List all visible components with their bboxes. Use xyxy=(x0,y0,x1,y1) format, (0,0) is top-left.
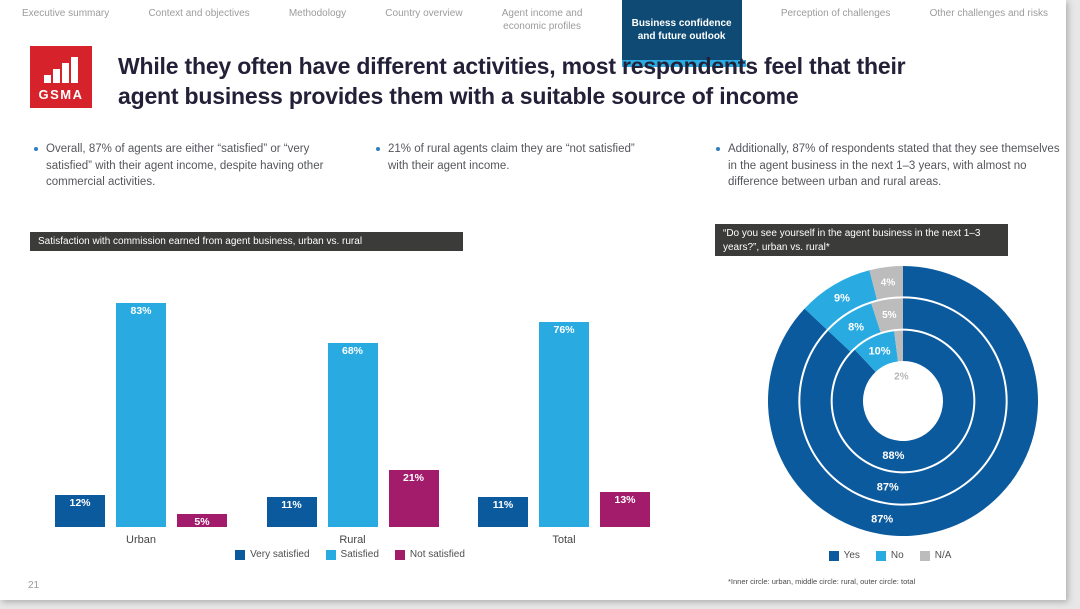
category-label: Total xyxy=(552,534,576,546)
bar-value-label: 76% xyxy=(553,323,575,336)
legend-item-yes: Yes xyxy=(828,550,860,561)
bullet-text: Additionally, 87% of respondents stated … xyxy=(728,143,1060,189)
donut-footnote: *Inner circle: urban, middle circle: rur… xyxy=(728,577,916,586)
donut-value-label: 2% xyxy=(894,372,909,383)
donut-segment-yes-ring-0 xyxy=(832,330,974,472)
donut-segment-no-ring-0 xyxy=(854,331,898,372)
bar-value-label: 11% xyxy=(281,499,302,512)
donut-value-label: 5% xyxy=(882,310,897,321)
donut-value-label: 10% xyxy=(868,346,890,358)
donut-value-label: 87% xyxy=(877,482,899,494)
legend-item-not-satisfied: Not satisfied xyxy=(394,549,465,560)
nav-tab-agent-income[interactable]: Agent income and economic profiles xyxy=(501,8,583,32)
bar-value-label: 13% xyxy=(614,493,636,506)
satisfaction-bar-chart: 12% 83% 5% Urban 11% 68% 21% Rural 11% 76% 13% Tota… xyxy=(35,278,670,546)
donut-chart-legend: Yes No N/A xyxy=(720,550,1060,561)
bar-chart-legend: Very satisfied Satisfied Not satisfied xyxy=(30,549,670,560)
legend-swatch xyxy=(828,550,839,561)
legend-label: Very satisfied xyxy=(250,549,310,560)
bullet-dot xyxy=(376,147,380,151)
page-number: 21 xyxy=(28,580,40,591)
bar-chart-icon xyxy=(44,57,78,83)
bar-chart-title-bar: Satisfaction with commission earned from… xyxy=(30,232,463,251)
bar-very-satisfied: 12% xyxy=(55,494,105,527)
legend-swatch xyxy=(394,549,405,560)
legend-swatch xyxy=(875,550,886,561)
donut-segment-yes-ring-1 xyxy=(800,298,1006,504)
legend-label: N/A xyxy=(934,550,952,561)
donut-segment-no-ring-2 xyxy=(804,270,877,330)
bar-satisfied: 68% xyxy=(327,343,378,527)
bar-value-label: 11% xyxy=(492,499,514,512)
nav-tab-perception-challenges[interactable]: Perception of challenges xyxy=(780,8,891,19)
donut-segment-no-ring-1 xyxy=(828,303,881,352)
page-title: While they often have different activiti… xyxy=(118,53,906,109)
legend-label: Satisfied xyxy=(340,549,379,560)
legend-item-n-a: N/A xyxy=(919,550,952,561)
bar-group-total: 11% 76% 13% Total xyxy=(478,321,650,546)
category-label: Rural xyxy=(339,534,366,546)
top-nav: Executive summary Context and objectives… xyxy=(0,0,1066,67)
bar-not-satisfied: 21% xyxy=(388,470,439,527)
donut-value-label: 87% xyxy=(871,514,893,526)
future-outlook-donut-chart: 88% 10% 2% 87% 8% 5% 87% 9% 4% xyxy=(768,266,1039,536)
bar-group-urban: 12% 83% 5% Urban xyxy=(55,302,227,546)
legend-item-no: No xyxy=(875,550,904,561)
bar-very-satisfied: 11% xyxy=(266,497,317,527)
donut-value-label: 9% xyxy=(834,292,850,304)
donut-segment-na-ring-0 xyxy=(894,330,903,362)
bar-not-satisfied: 13% xyxy=(600,491,650,527)
category-label: Urban xyxy=(126,534,156,546)
legend-label: Yes xyxy=(843,550,860,561)
bullet-point-rural-dissatisfaction: 21% of rural agents claim they are “not … xyxy=(376,141,654,174)
donut-value-label: 8% xyxy=(848,322,864,334)
donut-segment-na-ring-1 xyxy=(871,298,903,333)
donut-chart-title-bar: “Do you see yourself in the agent busine… xyxy=(715,224,1008,256)
bullet-point-future-outlook: Additionally, 87% of respondents stated … xyxy=(716,141,1064,191)
legend-swatch xyxy=(235,549,246,560)
nav-tab-other-challenges[interactable]: Other challenges and risks xyxy=(929,8,1048,19)
donut-value-label: 4% xyxy=(881,278,896,289)
logo-text: GSMA xyxy=(38,87,84,102)
nav-tab-label: Business confidence and future outlook xyxy=(631,18,732,42)
nav-tab-context-objectives[interactable]: Context and objectives xyxy=(148,8,250,19)
bar-value-label: 83% xyxy=(130,304,152,317)
bullet-text: 21% of rural agents claim they are “not … xyxy=(388,143,635,172)
nav-tab-executive-summary[interactable]: Executive summary xyxy=(22,8,110,19)
bullet-point-satisfaction: Overall, 87% of agents are either “satis… xyxy=(34,141,356,191)
bullet-text: Overall, 87% of agents are either “satis… xyxy=(46,143,324,189)
legend-item-satisfied: Satisfied xyxy=(325,549,379,560)
bar-value-label: 5% xyxy=(194,515,210,528)
nav-tab-country-overview[interactable]: Country overview xyxy=(385,8,463,19)
nav-tab-methodology[interactable]: Methodology xyxy=(288,8,347,19)
bar-value-label: 21% xyxy=(402,472,424,485)
legend-swatch xyxy=(325,549,336,560)
bar-value-label: 68% xyxy=(341,345,363,358)
donut-value-label: 88% xyxy=(882,450,904,462)
bar-group-rural: 11% 68% 21% Rural xyxy=(266,343,439,546)
bar-not-satisfied: 5% xyxy=(177,513,227,528)
bar-very-satisfied: 11% xyxy=(478,497,528,527)
bullet-dot xyxy=(716,147,720,151)
slide-page: Executive summary Context and objectives… xyxy=(0,0,1066,600)
active-tab-underline xyxy=(621,60,746,67)
legend-item-very-satisfied: Very satisfied xyxy=(235,549,310,560)
legend-swatch xyxy=(919,550,930,561)
bar-satisfied: 76% xyxy=(539,321,589,527)
donut-segment-na-ring-2 xyxy=(869,266,903,300)
bar-satisfied: 83% xyxy=(116,302,166,527)
legend-label: Not satisfied xyxy=(409,549,465,560)
nav-tab-business-confidence[interactable]: Business confidence and future outlook xyxy=(621,0,746,67)
bar-value-label: 12% xyxy=(69,496,91,509)
bullet-dot xyxy=(34,147,38,151)
legend-label: No xyxy=(890,550,904,561)
gsma-logo: GSMA xyxy=(30,46,92,108)
